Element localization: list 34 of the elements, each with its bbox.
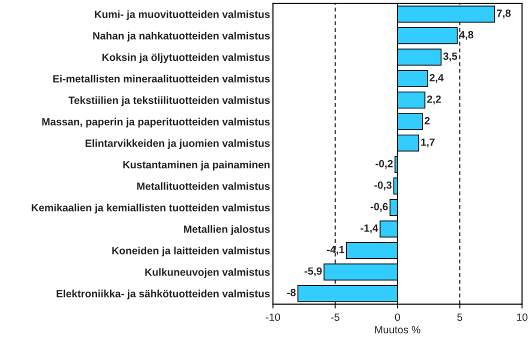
- y-tick-label: Elintarvikkeiden ja juomien valmistus: [86, 139, 270, 149]
- y-tick-label: Metallituotteiden valmistus: [137, 182, 270, 190]
- data-label: 2,2: [427, 95, 441, 104]
- x-axis-title: Muutos %: [375, 326, 420, 334]
- y-tick-label: Nahan ja nahkatuotteiden valmistus: [93, 32, 270, 42]
- x-tick-label: -5: [331, 314, 340, 321]
- x-tick-label: 5: [457, 314, 462, 321]
- y-tick-label: Koneiden ja laitteiden valmistus: [112, 246, 270, 256]
- data-label: -0,2: [376, 160, 393, 169]
- x-tick-label: 10: [517, 314, 528, 321]
- data-label: 7,8: [496, 10, 511, 18]
- y-tick-label: Kemikaalien ja kemiallisten tuotteiden valmistus: [32, 204, 270, 214]
- data-label: 2,4: [430, 74, 444, 83]
- data-label: 3,5: [443, 52, 458, 62]
- y-tick-label: Ei-metallisten mineraalituotteiden valmistus: [53, 74, 270, 82]
- data-label: -0,6: [370, 202, 388, 212]
- y-tick-label: Metallien jalostus: [184, 225, 270, 235]
- data-label: 2: [424, 116, 430, 124]
- data-label: -1,4: [360, 224, 378, 234]
- y-tick-label: Kustantaminen ja painaminen: [123, 160, 270, 170]
- data-label: 4,8: [459, 31, 474, 40]
- data-label: 1,7: [421, 138, 435, 148]
- y-tick-label: Kulkuneuvojen valmistus: [145, 268, 270, 278]
- data-label: -5,9: [304, 267, 322, 276]
- x-tick-label: -10: [266, 314, 280, 321]
- y-tick-label: Tekstiilien ja tekstiilituotteiden valmistus: [68, 96, 270, 106]
- y-tick-label: Elektroniikka- ja sähkötuotteiden valmistus: [56, 290, 270, 300]
- x-tick-label: 0: [395, 314, 400, 321]
- data-label: -4,1: [327, 246, 344, 255]
- y-tick-label: Koksin ja öljytuotteiden valmistus: [102, 53, 270, 64]
- y-tick-label: Kumi- ja muovituotteiden valmistus: [94, 10, 270, 20]
- data-label: -8: [287, 288, 296, 296]
- y-tick-label: Massan, paperin ja paperituotteiden valmistus: [42, 118, 270, 128]
- data-label: -0,3: [374, 181, 392, 190]
